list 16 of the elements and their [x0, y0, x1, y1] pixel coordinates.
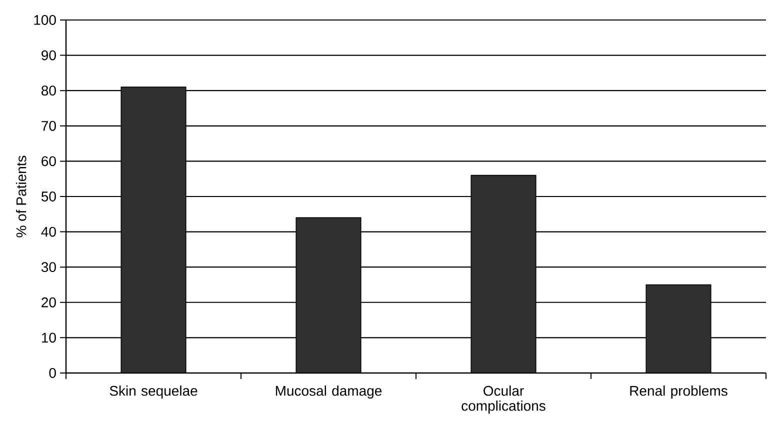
- x-tick-label: Renal problems: [630, 386, 728, 399]
- y-tick-label: 40: [41, 226, 56, 237]
- y-tick-label: 50: [41, 192, 56, 202]
- y-tick-label: 0: [49, 368, 56, 378]
- y-tick-label: 80: [42, 86, 56, 96]
- x-tick-label: Mucosal damage: [276, 386, 382, 399]
- y-axis-title: % of Patients: [16, 156, 26, 238]
- y-tick-label: 70: [42, 120, 56, 131]
- x-tick-label: Skin sequelae: [110, 386, 198, 399]
- y-tick-label: 60: [42, 156, 56, 166]
- y-tick-label: 10: [42, 332, 56, 343]
- y-tick-label: 20: [42, 297, 56, 308]
- y-tick-label: 90: [42, 50, 56, 60]
- y-tick-label: 100: [34, 15, 56, 25]
- x-tick-label: Ocular complications: [462, 386, 546, 414]
- y-tick-label: 30: [41, 262, 56, 272]
